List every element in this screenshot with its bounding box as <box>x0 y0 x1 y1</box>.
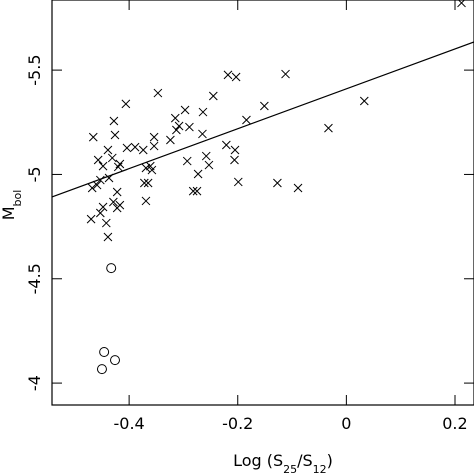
cross-point <box>153 88 163 98</box>
cross-point <box>281 69 290 79</box>
cross-point <box>109 197 118 207</box>
cross-point <box>223 70 233 80</box>
cross-point <box>180 105 190 115</box>
plot-frame <box>51 0 474 406</box>
cross-point <box>230 155 239 165</box>
cross-point <box>93 155 103 165</box>
cross-point <box>231 72 241 82</box>
cross-point <box>185 122 194 132</box>
cross-point <box>138 145 148 155</box>
cross-point <box>293 183 303 193</box>
y-axis-label: Mbol <box>0 190 24 221</box>
cross-point <box>141 163 151 173</box>
cross-point <box>233 177 243 187</box>
x-tick-label: 0 <box>341 414 351 433</box>
x-axis-label-part: 12 <box>313 463 327 474</box>
cross-point <box>230 145 240 155</box>
cross-point <box>198 107 208 117</box>
cross-point <box>101 218 111 228</box>
cross-point <box>104 173 114 183</box>
x-tick-label: -0.2 <box>222 414 253 433</box>
x-axis-label-part: /S <box>297 451 313 470</box>
y-tick-label: -5.5 <box>25 54 44 85</box>
cross-point <box>112 203 122 213</box>
cross-point <box>147 165 157 175</box>
cross-point <box>172 125 181 135</box>
cross-point <box>208 91 218 101</box>
cross-point <box>273 178 282 188</box>
cross-point <box>92 180 102 190</box>
cross-point <box>122 143 132 153</box>
cross-point <box>170 113 180 123</box>
cross-point <box>139 178 149 188</box>
y-axis-label-part: M <box>0 206 18 220</box>
circle-point <box>96 364 107 375</box>
cross-point <box>121 99 131 109</box>
cross-point <box>204 160 214 170</box>
y-axis-label-part: bol <box>11 190 24 207</box>
cross-point <box>143 178 153 188</box>
cross-point <box>324 123 333 133</box>
cross-point <box>98 202 108 212</box>
cross-point <box>198 129 207 139</box>
cross-point <box>221 140 231 150</box>
cross-point <box>188 186 198 196</box>
cross-point <box>182 156 192 166</box>
cross-point <box>88 132 98 142</box>
circle-point <box>106 263 117 274</box>
cross-point <box>457 0 466 8</box>
cross-point <box>109 116 119 126</box>
cross-point <box>130 142 140 152</box>
x-axis-label-part: Log (S <box>233 451 283 470</box>
x-tick-label: 0.2 <box>442 414 467 433</box>
y-tick-label: -5 <box>25 166 44 182</box>
cross-point <box>201 151 211 161</box>
cross-point <box>141 196 151 206</box>
cross-point <box>110 130 120 140</box>
x-tick-label: -0.4 <box>114 414 145 433</box>
cross-point <box>86 214 96 224</box>
x-axis-label-part: ) <box>327 451 333 470</box>
fit-line <box>51 41 474 198</box>
cross-point <box>149 132 159 142</box>
y-tick-label: -4 <box>25 375 44 391</box>
cross-point <box>98 161 108 171</box>
cross-point <box>113 162 123 172</box>
circle-point <box>99 347 110 358</box>
x-axis-label-part: 25 <box>283 463 297 474</box>
cross-point <box>87 183 97 193</box>
cross-point <box>192 186 202 196</box>
cross-point <box>107 153 117 163</box>
cross-point <box>95 208 105 218</box>
circle-point <box>110 355 121 366</box>
cross-point <box>103 232 113 242</box>
cross-point <box>174 121 184 131</box>
y-tick-label: -4.5 <box>25 263 44 294</box>
cross-point <box>242 115 251 125</box>
cross-point <box>103 145 113 155</box>
cross-point <box>149 141 159 151</box>
cross-point <box>115 159 125 169</box>
cross-point <box>95 175 105 185</box>
cross-point <box>260 101 269 111</box>
x-axis-label: Log (S25/S12) <box>233 451 333 474</box>
cross-point <box>193 169 203 179</box>
cross-point <box>112 187 122 197</box>
cross-point <box>359 96 369 106</box>
cross-point <box>166 135 175 145</box>
